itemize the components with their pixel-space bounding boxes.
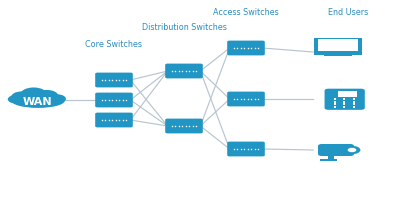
Circle shape [35, 90, 58, 101]
Circle shape [8, 95, 25, 104]
Polygon shape [330, 91, 341, 93]
FancyBboxPatch shape [227, 92, 265, 106]
Text: WAN: WAN [22, 97, 52, 107]
Text: Distribution Switches: Distribution Switches [142, 23, 226, 32]
Ellipse shape [11, 94, 65, 108]
Circle shape [48, 94, 66, 103]
FancyBboxPatch shape [320, 159, 337, 161]
Circle shape [11, 91, 33, 102]
FancyBboxPatch shape [95, 113, 133, 127]
FancyBboxPatch shape [95, 73, 133, 87]
Text: Access Switches: Access Switches [213, 8, 279, 17]
FancyBboxPatch shape [227, 41, 265, 55]
Circle shape [344, 146, 360, 154]
FancyBboxPatch shape [165, 119, 203, 133]
FancyBboxPatch shape [335, 49, 341, 55]
Circle shape [348, 148, 356, 152]
FancyBboxPatch shape [314, 38, 362, 55]
FancyBboxPatch shape [338, 91, 357, 97]
FancyBboxPatch shape [318, 39, 358, 51]
FancyBboxPatch shape [318, 144, 354, 156]
Circle shape [21, 87, 47, 100]
FancyBboxPatch shape [324, 89, 365, 110]
FancyBboxPatch shape [227, 142, 265, 156]
FancyBboxPatch shape [328, 154, 334, 160]
Text: End Users: End Users [328, 8, 368, 17]
Text: Core Switches: Core Switches [86, 40, 142, 49]
FancyBboxPatch shape [165, 64, 203, 78]
FancyBboxPatch shape [324, 54, 352, 56]
FancyBboxPatch shape [95, 93, 133, 107]
